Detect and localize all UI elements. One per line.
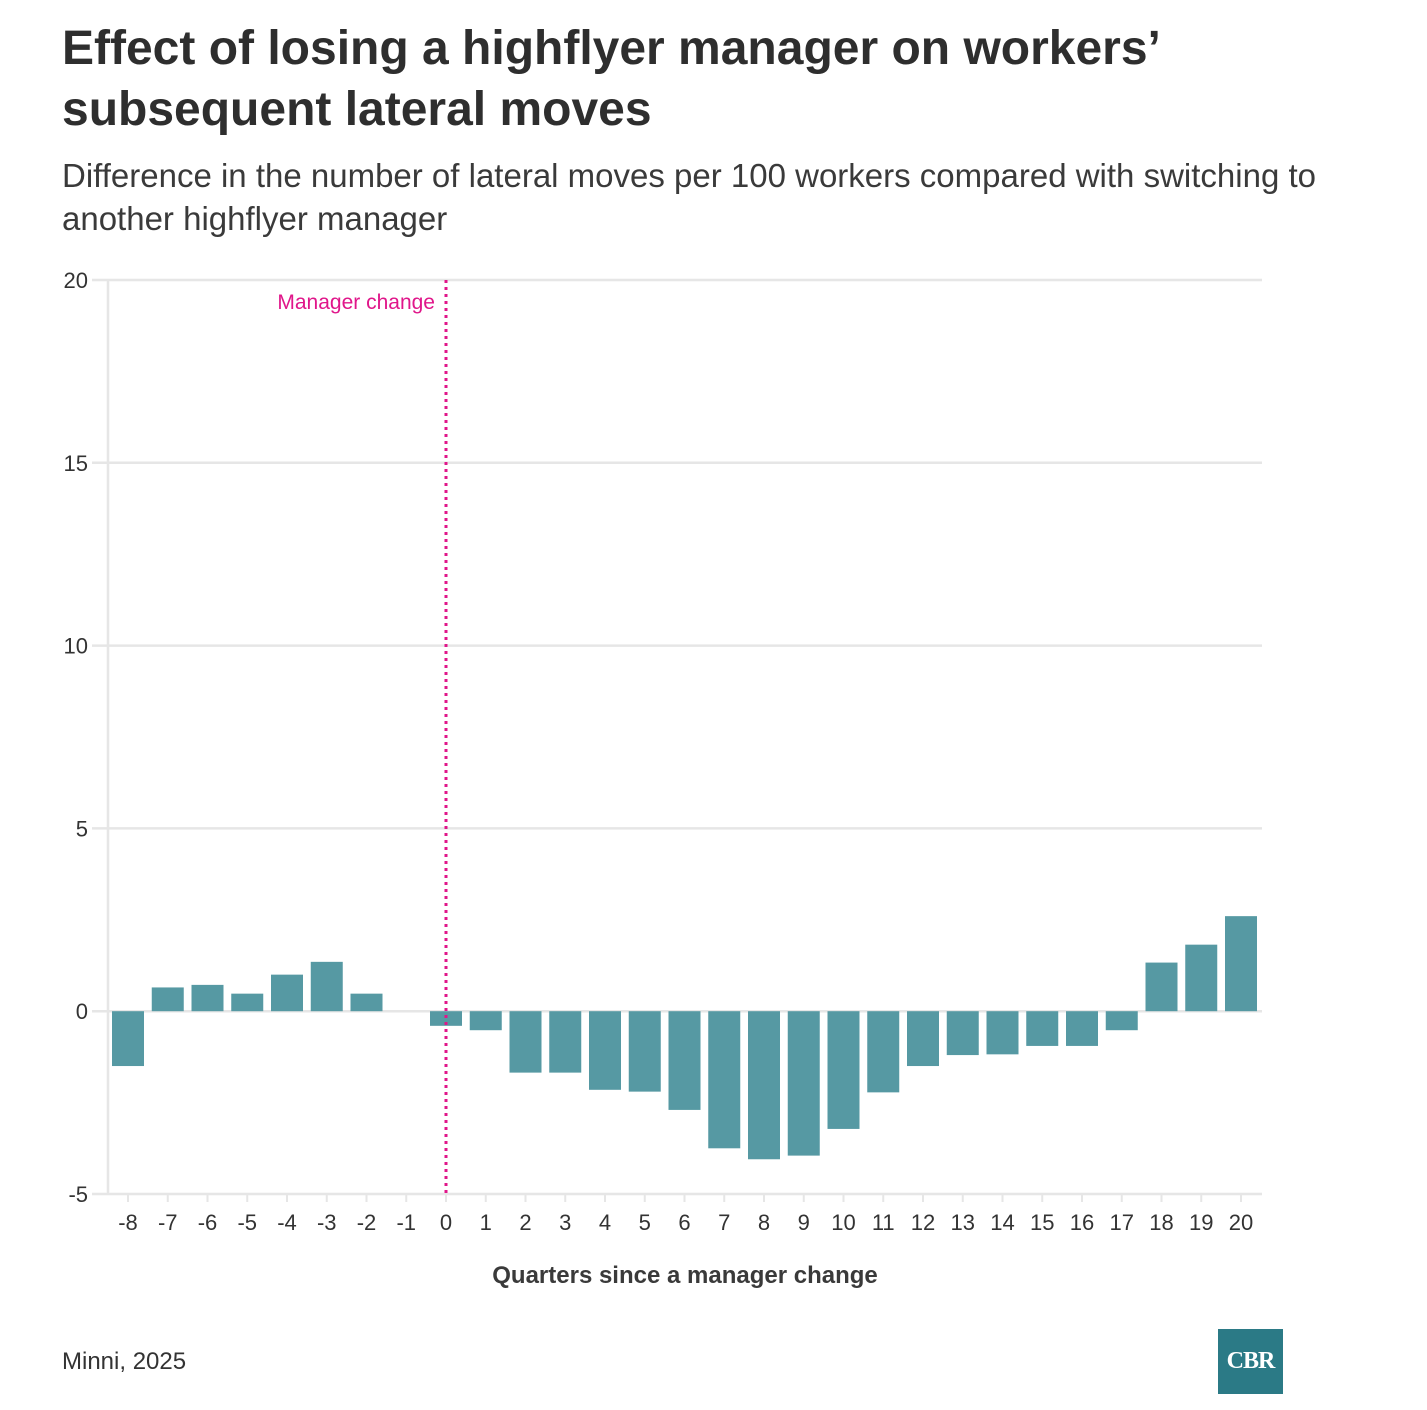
y-tick-label: 15 bbox=[64, 451, 88, 476]
bar bbox=[1105, 1011, 1138, 1031]
y-tick-labels: -5 0 5 10 15 20 bbox=[64, 268, 88, 1207]
bar bbox=[787, 1011, 820, 1156]
bar bbox=[231, 993, 264, 1012]
y-tick-label: -5 bbox=[68, 1182, 88, 1207]
bar bbox=[708, 1011, 741, 1149]
x-tick-label: 12 bbox=[911, 1210, 935, 1235]
bar bbox=[628, 1011, 661, 1092]
x-tick-label: -6 bbox=[198, 1210, 218, 1235]
bar bbox=[350, 993, 383, 1012]
x-tick-label: 0 bbox=[440, 1210, 452, 1235]
x-tick-label: 19 bbox=[1189, 1210, 1213, 1235]
bar bbox=[151, 987, 184, 1012]
x-tick-label: 2 bbox=[519, 1210, 531, 1235]
x-tick-label: 6 bbox=[678, 1210, 690, 1235]
source-note: Minni, 2025 bbox=[62, 1348, 187, 1375]
x-tick-label: 18 bbox=[1149, 1210, 1173, 1235]
x-tick-label: 4 bbox=[599, 1210, 611, 1235]
y-tick-label: 0 bbox=[76, 999, 88, 1024]
bar bbox=[748, 1011, 780, 1160]
x-tick-label: 10 bbox=[831, 1210, 855, 1235]
bar bbox=[310, 961, 343, 1012]
logo-text: CBR bbox=[1226, 1348, 1276, 1374]
bar bbox=[827, 1011, 860, 1129]
x-tick-label: 13 bbox=[951, 1210, 975, 1235]
y-tick-label: 5 bbox=[76, 816, 88, 841]
x-tick-label: 15 bbox=[1030, 1210, 1054, 1235]
x-tick-label: -7 bbox=[158, 1210, 178, 1235]
bar bbox=[1066, 1011, 1098, 1046]
x-axis-title: Quarters since a manager change bbox=[492, 1262, 878, 1289]
annotation: Manager change bbox=[277, 280, 448, 1194]
bar bbox=[1145, 962, 1178, 1012]
x-tick-label: -3 bbox=[317, 1210, 337, 1235]
x-tick-label: 8 bbox=[758, 1210, 770, 1235]
bar bbox=[946, 1011, 979, 1056]
x-tick-label: 3 bbox=[559, 1210, 571, 1235]
x-tick-label: 11 bbox=[872, 1210, 895, 1235]
x-tick-label: -8 bbox=[118, 1210, 138, 1235]
bar bbox=[430, 1011, 462, 1026]
chart-subtitle: Difference in the number of lateral move… bbox=[62, 157, 1316, 237]
x-tick-label: 9 bbox=[798, 1210, 810, 1235]
bar bbox=[986, 1011, 1019, 1055]
bar bbox=[549, 1011, 582, 1073]
x-tick-label: 5 bbox=[639, 1210, 651, 1235]
bar bbox=[867, 1011, 900, 1093]
x-tick-label: 16 bbox=[1070, 1210, 1094, 1235]
bar bbox=[1026, 1011, 1059, 1046]
x-tick-label: 7 bbox=[718, 1210, 730, 1235]
bar bbox=[907, 1011, 939, 1067]
manager-change-label: Manager change bbox=[277, 291, 435, 314]
bar bbox=[589, 1011, 621, 1090]
x-tick-labels: -8 -7 -6 -5 -4 -3 -2 -1 0 1 2 3 4 5 6 7 8 9 10 11 12 13 14 15 16… bbox=[118, 1194, 1253, 1235]
y-tick-label: 10 bbox=[64, 634, 88, 659]
bar bbox=[191, 984, 224, 1012]
x-tick-label: -2 bbox=[357, 1210, 377, 1235]
x-tick-label: -1 bbox=[396, 1210, 416, 1235]
chart-title: Effect of losing a highflyer manager on … bbox=[62, 22, 1159, 136]
bar bbox=[469, 1011, 502, 1031]
cbr-logo: CBR bbox=[1218, 1329, 1283, 1394]
x-tick-label: 17 bbox=[1110, 1210, 1134, 1235]
x-tick-label: 20 bbox=[1229, 1210, 1253, 1235]
bar bbox=[1225, 916, 1257, 1012]
x-tick-label: 14 bbox=[990, 1210, 1014, 1235]
x-tick-label: -4 bbox=[277, 1210, 297, 1235]
x-tick-label: -5 bbox=[237, 1210, 257, 1235]
bar bbox=[509, 1011, 542, 1073]
bar bbox=[112, 1011, 144, 1067]
bar bbox=[668, 1011, 701, 1110]
y-tick-label: 20 bbox=[64, 268, 88, 293]
x-tick-label: 1 bbox=[480, 1210, 492, 1235]
bars bbox=[112, 916, 1257, 1160]
bar bbox=[1185, 944, 1218, 1012]
bar bbox=[271, 974, 303, 1012]
